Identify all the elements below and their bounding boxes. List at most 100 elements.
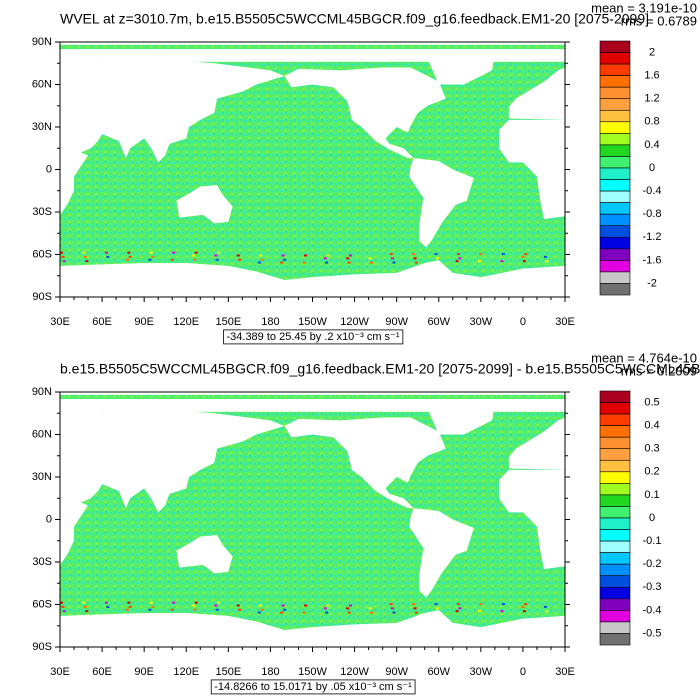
colorbar-box: [599, 598, 631, 611]
lon-label: 150E: [215, 666, 241, 678]
lon-label: 60W: [427, 666, 450, 678]
coastal-speck: [283, 258, 287, 261]
coastal-speck: [259, 254, 263, 257]
colorbar-label: 0: [649, 512, 655, 524]
coastal-speck: [458, 257, 462, 260]
coastal-speck: [236, 604, 240, 607]
coastal-speck: [479, 603, 483, 606]
coastal-speck: [455, 260, 459, 263]
colorbar-label: 1.2: [644, 93, 659, 105]
colorbar-box: [599, 225, 631, 238]
land-mask: [409, 508, 474, 598]
colorbar-box: [599, 133, 631, 146]
coastal-speck: [149, 601, 153, 604]
coastal-speck: [543, 605, 547, 608]
coastal-speck: [61, 605, 65, 608]
coastal-speck: [148, 608, 152, 611]
coastal-speck: [500, 260, 504, 263]
map: [60, 392, 565, 647]
lat-label: 90S: [32, 291, 52, 303]
coastal-speck: [326, 604, 330, 607]
colorbar-label: -1.2: [643, 231, 662, 243]
coastal-speck: [323, 607, 327, 610]
rms-label: rms = 0.6789: [621, 13, 697, 28]
coastal-speck: [260, 608, 264, 611]
coastal-speck: [128, 605, 132, 608]
land-mask: [409, 158, 474, 248]
coastal-speck: [128, 255, 132, 258]
colorbar-box: [599, 563, 631, 577]
coastal-speck: [524, 603, 528, 606]
lon-label: 30E: [555, 316, 575, 328]
lat-label: 30N: [32, 471, 52, 483]
colorbar-box: [599, 213, 631, 227]
coastal-speck: [238, 258, 242, 261]
lon-label: 180: [261, 316, 279, 328]
land-mask: [60, 610, 565, 647]
colorbar-label: -0.1: [643, 535, 662, 547]
land-mask: [60, 260, 565, 297]
colorbar-label: 0.4: [644, 139, 659, 151]
coastal-speck: [62, 260, 66, 263]
arctic-mask: [60, 399, 565, 412]
lon-label: 90W: [385, 666, 408, 678]
coastal-speck: [391, 257, 395, 260]
coastal-speck: [217, 601, 221, 604]
colorbar-box: [599, 402, 631, 415]
coastal-speck: [82, 251, 86, 254]
coastal-speck: [127, 251, 131, 254]
colorbar-box: [599, 144, 631, 157]
coastal-speck: [412, 603, 416, 606]
coastal-speck: [435, 607, 439, 610]
coastal-speck: [215, 608, 219, 611]
coastal-speck: [304, 254, 308, 257]
info-box: [223, 329, 404, 345]
lon-label: 30W: [470, 666, 493, 678]
colorbar-box: [599, 586, 631, 600]
lon-label: 30E: [50, 316, 70, 328]
coastal-speck: [172, 601, 176, 604]
lon-label: 30E: [50, 666, 70, 678]
coastal-speck: [543, 255, 547, 258]
arctic-mask: [60, 49, 565, 62]
rms-label: rms = 0.2009: [621, 363, 697, 378]
lon-label: 90E: [134, 666, 154, 678]
coastal-speck: [435, 257, 439, 260]
coastal-speck: [215, 258, 219, 261]
lat-label: 90N: [32, 36, 52, 48]
coastal-speck: [348, 604, 352, 607]
colorbar-box: [599, 75, 631, 88]
colorbar-box: [599, 271, 631, 284]
coastal-speck: [413, 257, 417, 260]
mean-label: mean = 4.764e-10: [591, 350, 697, 365]
coastal-speck: [458, 607, 462, 610]
coastal-speck: [125, 608, 129, 611]
lon-label: 0: [520, 316, 526, 328]
lat-label: 30S: [32, 556, 52, 568]
coastal-speck: [257, 261, 261, 264]
coastal-speck: [522, 260, 526, 263]
coastal-speck: [191, 604, 195, 607]
coastal-speck: [545, 260, 549, 263]
coastal-speck: [106, 605, 110, 608]
coastal-speck: [85, 260, 89, 263]
map: [60, 42, 565, 297]
coastal-speck: [194, 251, 198, 254]
colorbar-box: [599, 448, 631, 461]
coastal-speck: [236, 254, 240, 257]
colorbar-box: [599, 425, 631, 438]
colorbar-box: [599, 483, 631, 496]
coastal-speck: [62, 610, 66, 613]
colorbar-box: [599, 109, 631, 123]
lat-label: 90S: [32, 641, 52, 653]
lon-label: 90W: [385, 316, 408, 328]
colorbar-label: -0.2: [643, 558, 662, 570]
colorbar-label: 0: [649, 162, 655, 174]
land-mask: [499, 469, 565, 570]
coastal-speck: [368, 257, 372, 260]
lon-label: 150W: [298, 316, 327, 328]
coastal-speck: [545, 610, 549, 613]
colorbar-label: 0.4: [644, 420, 659, 432]
coastal-speck: [191, 254, 195, 257]
land-mask: [284, 67, 446, 159]
